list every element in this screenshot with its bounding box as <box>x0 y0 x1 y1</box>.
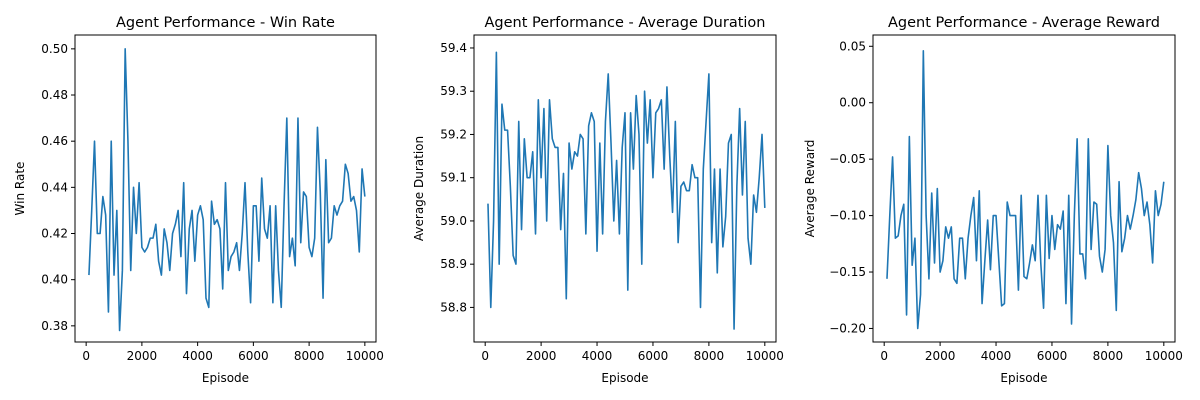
x-tick-label: 4000 <box>981 349 1012 363</box>
average-reward-title: Agent Performance - Average Reward <box>888 15 1160 31</box>
average-duration-y-axis-label: Average Duration <box>412 136 426 241</box>
x-tick-label: 2000 <box>925 349 956 363</box>
win-rate-axes-frame <box>74 34 377 343</box>
x-tick-label: 6000 <box>238 349 269 363</box>
y-tick-label: 0.05 <box>839 39 866 53</box>
y-tick-label: 59.3 <box>440 84 467 98</box>
average-duration-x-axis-label: Episode <box>601 371 648 385</box>
average-duration-axes-frame <box>473 34 777 343</box>
y-tick-label: 0.50 <box>41 42 68 56</box>
x-tick-label: 8000 <box>694 349 725 363</box>
average-reward-axes-frame <box>872 34 1176 343</box>
x-tick-label: 4000 <box>582 349 613 363</box>
x-tick-label: 0 <box>880 349 888 363</box>
x-tick-label: 4000 <box>182 349 213 363</box>
x-tick-label: 10000 <box>346 349 384 363</box>
y-tick-label: 0.42 <box>41 227 68 241</box>
x-tick-label: 8000 <box>294 349 325 363</box>
y-tick-label: −0.05 <box>829 152 866 166</box>
y-tick-label: −0.15 <box>829 265 866 279</box>
average-reward-x-axis-label: Episode <box>1000 371 1047 385</box>
y-tick-label: 0.38 <box>41 319 68 333</box>
y-tick-label: 58.9 <box>440 257 467 271</box>
win-rate-x-axis-label: Episode <box>202 371 249 385</box>
x-tick-label: 2000 <box>127 349 158 363</box>
y-tick-label: 59.4 <box>440 41 467 55</box>
y-tick-label: 58.8 <box>440 300 467 314</box>
average-duration-title: Agent Performance - Average Duration <box>485 15 766 31</box>
x-tick-label: 10000 <box>746 349 784 363</box>
x-tick-label: 6000 <box>638 349 669 363</box>
x-tick-label: 8000 <box>1093 349 1124 363</box>
x-tick-label: 0 <box>82 349 90 363</box>
x-tick-label: 6000 <box>1037 349 1068 363</box>
win-rate-y-axis-label: Win Rate <box>13 162 27 216</box>
y-tick-label: 0.46 <box>41 134 68 148</box>
y-tick-label: 59.2 <box>440 127 467 141</box>
x-tick-label: 10000 <box>1145 349 1183 363</box>
win-rate-title: Agent Performance - Win Rate <box>116 15 335 31</box>
average-reward-series-line <box>886 49 1165 330</box>
average-duration-series-line <box>487 51 766 330</box>
y-tick-label: 59.0 <box>440 214 467 228</box>
y-tick-label: 59.1 <box>440 171 467 185</box>
win-rate-series-line <box>88 48 366 332</box>
x-tick-label: 0 <box>481 349 489 363</box>
y-tick-label: 0.48 <box>41 88 68 102</box>
y-tick-label: 0.44 <box>41 180 68 194</box>
chart-average-reward: 0 2000 4000 6000 8000 10000 −0.20 −0.15 −0.10 −0.… <box>803 15 1183 385</box>
chart-average-duration: 0 2000 4000 6000 8000 10000 58.8 58.9 59.0 59.1 59… <box>412 15 784 385</box>
y-tick-label: 0.00 <box>839 96 866 110</box>
y-tick-label: −0.10 <box>829 209 866 223</box>
chart-win-rate: 0 2000 4000 6000 8000 10000 0.38 0.40 0.42 0.44 0.… <box>13 15 384 385</box>
y-tick-label: −0.20 <box>829 321 866 335</box>
x-tick-label: 2000 <box>526 349 557 363</box>
y-tick-label: 0.40 <box>41 273 68 287</box>
average-reward-y-axis-label: Average Reward <box>803 140 817 238</box>
